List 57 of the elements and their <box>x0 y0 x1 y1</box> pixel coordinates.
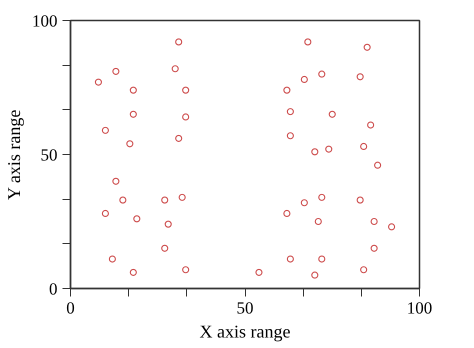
point <box>286 108 294 116</box>
point <box>182 86 190 94</box>
point <box>175 134 182 142</box>
point <box>328 110 336 118</box>
point <box>102 210 109 218</box>
point <box>108 255 116 263</box>
point <box>133 215 140 222</box>
point <box>119 196 126 204</box>
point <box>112 68 120 75</box>
point <box>304 38 312 46</box>
point <box>283 210 290 218</box>
point <box>112 178 120 185</box>
point <box>175 38 182 46</box>
point <box>360 142 368 150</box>
point <box>182 113 190 121</box>
point <box>388 223 396 230</box>
x-axis-title: X axis range <box>200 322 290 342</box>
point <box>130 86 137 94</box>
point <box>370 218 378 226</box>
point <box>126 140 134 148</box>
point <box>130 268 137 276</box>
point <box>374 162 382 169</box>
y-tick-label: 100 <box>32 12 58 30</box>
point <box>314 218 322 226</box>
point <box>356 196 364 204</box>
point <box>311 148 318 156</box>
point <box>318 194 326 201</box>
point <box>300 199 308 206</box>
x-tick-label: 100 <box>406 298 432 318</box>
point <box>164 220 172 228</box>
point <box>172 65 179 72</box>
point <box>360 266 368 274</box>
point <box>178 194 186 201</box>
point <box>182 266 190 274</box>
point <box>286 255 294 263</box>
point <box>311 272 318 279</box>
point <box>161 244 168 252</box>
y-tick-label: 50 <box>40 146 58 164</box>
point <box>370 244 378 252</box>
point <box>102 126 109 134</box>
point <box>94 78 102 86</box>
x-tick-label: 50 <box>236 298 254 318</box>
point <box>255 268 263 276</box>
point <box>286 132 294 140</box>
x-tick-label: 0 <box>66 298 75 318</box>
point <box>130 110 137 118</box>
point <box>318 255 326 263</box>
point <box>300 76 308 84</box>
y-axis-title: Y axis range <box>4 110 24 200</box>
y-tick-label: 0 <box>49 280 58 298</box>
point <box>325 146 332 153</box>
point <box>318 70 326 78</box>
point <box>356 73 364 80</box>
point <box>364 44 371 51</box>
point <box>161 196 168 204</box>
point <box>367 121 374 129</box>
point <box>283 86 290 94</box>
